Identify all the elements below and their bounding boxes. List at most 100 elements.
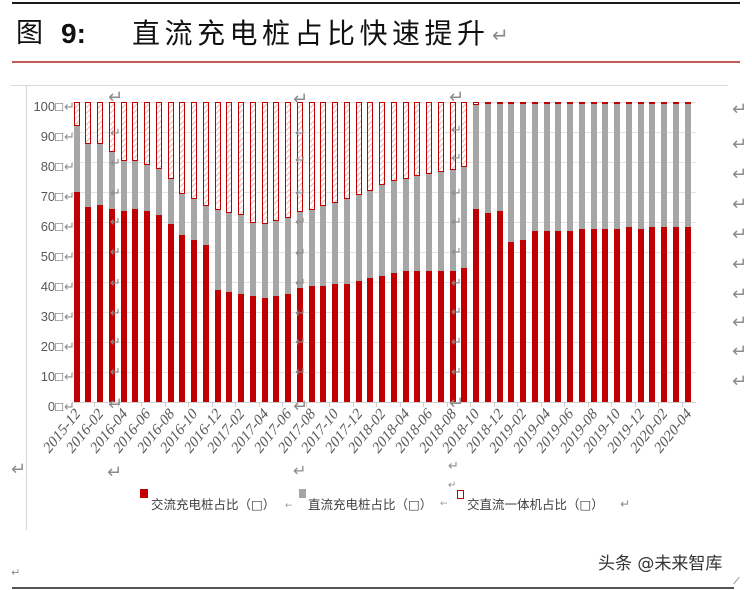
bar-segment-series-1 [520, 103, 527, 240]
y-axis-label: 10□ [40, 369, 63, 384]
bar-segment-series-1 [132, 161, 139, 210]
x-axis-tick [164, 402, 166, 407]
paragraph-mark-icon: ↵ [620, 497, 631, 511]
bar-segment-series-0 [261, 297, 268, 402]
bar-2019-11 [625, 101, 632, 402]
bar-segment-series-0 [614, 229, 621, 402]
bar-2019-10 [614, 101, 621, 402]
paragraph-mark-icon: ↵ [732, 371, 748, 392]
bar-segment-series-2 [355, 102, 362, 195]
paragraph-mark-icon: ↵ [732, 194, 748, 215]
legend-label-dc: 直流充电桩占比（□） [308, 497, 433, 512]
paragraph-mark-icon: ↵ [108, 394, 124, 415]
x-axis-tick [211, 402, 213, 407]
bar-segment-series-0 [191, 239, 198, 402]
bar-segment-series-1 [531, 103, 538, 231]
bar-segment-series-2 [402, 102, 409, 179]
bottom-rule [12, 587, 734, 589]
bar-segment-series-1 [308, 210, 315, 286]
paragraph-mark-icon: ↵ [449, 393, 465, 414]
x-axis-tick [117, 402, 119, 407]
y-axis-label: 80□ [40, 159, 63, 174]
x-axis-tick [446, 402, 448, 407]
paragraph-mark-icon: ↵ [492, 23, 509, 47]
bar-segment-series-0 [402, 270, 409, 402]
bar-2018-11 [484, 101, 491, 402]
bar-segment-series-2 [473, 102, 480, 105]
bar-2015-12 [73, 102, 80, 402]
bar-segment-series-0 [390, 272, 397, 402]
bar-segment-series-2 [508, 101, 515, 104]
bar-segment-series-0 [684, 227, 691, 402]
paragraph-mark-icon: ↵ [295, 334, 306, 350]
legend-label-combo: 交直流一体机占比（□） [467, 497, 604, 512]
bar-segment-series-0 [249, 295, 256, 402]
bar-segment-series-1 [567, 103, 574, 231]
paragraph-mark-icon: ↵ [732, 254, 748, 275]
bar-segment-series-1 [226, 213, 233, 292]
x-axis-tick [352, 402, 354, 407]
paragraph-mark-icon: ↵ [449, 87, 465, 108]
bar-2018-03 [390, 102, 397, 402]
bar-2018-09 [461, 102, 468, 402]
y-axis-label: 40□ [40, 279, 63, 294]
bar-segment-series-2 [661, 101, 668, 104]
bar-segment-series-0 [214, 289, 221, 402]
bar-segment-series-0 [414, 270, 421, 402]
bar-segment-series-1 [625, 103, 632, 228]
bar-segment-series-2 [214, 102, 221, 210]
bar-segment-series-2 [108, 102, 115, 153]
bar-2018-08 [449, 102, 456, 402]
paragraph-mark-icon: ↵ [451, 244, 462, 260]
bar-2016-02 [97, 102, 104, 402]
bar-segment-series-2 [367, 102, 374, 192]
paragraph-mark-icon: ↵ [110, 305, 121, 321]
bar-segment-series-0 [661, 227, 668, 402]
bar-segment-series-0 [238, 294, 245, 402]
bar-segment-series-0 [555, 230, 562, 402]
bar-segment-series-1 [97, 144, 104, 205]
paragraph-mark-icon: ↵ [11, 565, 21, 579]
bar-segment-series-0 [367, 278, 374, 402]
bar-2020-03 [672, 101, 679, 402]
bar-segment-series-2 [320, 102, 327, 207]
paragraph-mark-icon: ↵ [64, 279, 75, 295]
bar-segment-series-2 [484, 101, 491, 104]
bar-2016-11 [202, 102, 209, 402]
bar-segment-series-0 [637, 229, 644, 402]
bar-2016-03 [108, 102, 115, 402]
bar-segment-series-1 [167, 179, 174, 224]
y-axis-label: 70□ [40, 189, 63, 204]
bar-2019-12 [637, 101, 644, 402]
paragraph-mark-icon: ↵ [107, 462, 123, 483]
bar-segment-series-2 [261, 102, 268, 225]
paragraph-mark-icon: ↵ [110, 364, 121, 380]
bar-2019-05 [555, 101, 562, 402]
bar-2017-11 [343, 102, 350, 402]
bar-segment-series-2 [249, 102, 256, 223]
title-underline-rule [12, 61, 740, 63]
x-axis-tick [94, 402, 96, 407]
paragraph-mark-icon: ↵ [732, 99, 748, 120]
paragraph-mark-icon: ↵ [110, 125, 121, 141]
bar-segment-series-0 [97, 204, 104, 402]
bar-segment-series-1 [379, 185, 386, 277]
bar-segment-series-2 [637, 101, 644, 104]
x-axis-tick [634, 402, 636, 407]
bar-segment-series-2 [684, 101, 691, 104]
bar-2017-07 [296, 102, 303, 402]
bar-segment-series-0 [496, 210, 503, 402]
bar-segment-series-1 [343, 199, 350, 284]
x-axis-tick [399, 402, 401, 407]
bar-2018-07 [437, 102, 444, 402]
bar-segment-series-2 [379, 102, 386, 186]
bar-segment-series-2 [308, 102, 315, 210]
bar-2018-12 [496, 101, 503, 402]
bar-2017-09 [320, 102, 327, 402]
paragraph-mark-icon: ↵ [293, 396, 309, 417]
bar-2020-01 [649, 101, 656, 402]
x-axis-tick [305, 402, 307, 407]
bar-segment-series-0 [343, 283, 350, 402]
bar-segment-series-1 [637, 103, 644, 230]
bar-2019-06 [567, 101, 574, 402]
